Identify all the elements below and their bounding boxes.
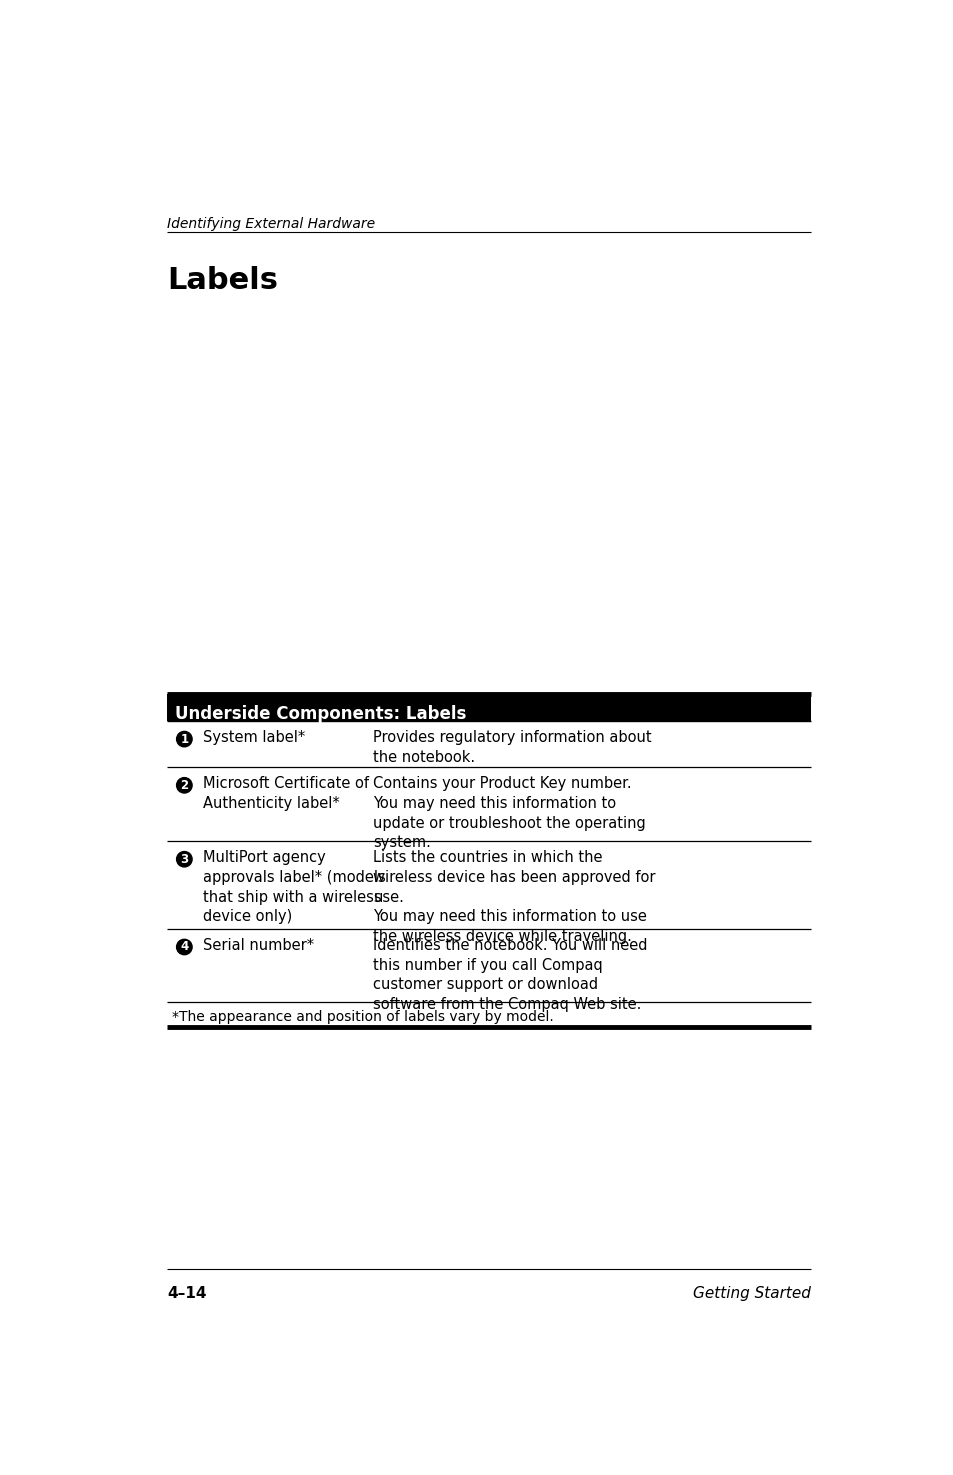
Text: Serial number*: Serial number* (203, 938, 314, 953)
Circle shape (176, 732, 192, 746)
Circle shape (176, 851, 192, 867)
Text: Contains your Product Key number.
You may need this information to
update or tro: Contains your Product Key number. You ma… (373, 776, 645, 851)
Text: Underside Components: Labels: Underside Components: Labels (174, 705, 466, 723)
Circle shape (176, 940, 192, 954)
Text: Provides regulatory information about
the notebook.: Provides regulatory information about th… (373, 730, 652, 764)
Text: 4: 4 (180, 941, 189, 953)
Bar (167, 695, 810, 721)
Text: Getting Started: Getting Started (692, 1286, 810, 1301)
Text: 3: 3 (180, 853, 188, 866)
Text: Lists the countries in which the
wireless device has been approved for
use.
You : Lists the countries in which the wireles… (373, 850, 656, 944)
Text: 2: 2 (180, 779, 188, 792)
Text: 1: 1 (180, 733, 188, 745)
Text: *The appearance and position of labels vary by model.: *The appearance and position of labels v… (172, 1010, 553, 1024)
Text: Identifying External Hardware: Identifying External Hardware (167, 217, 375, 232)
Text: Microsoft Certificate of
Authenticity label*: Microsoft Certificate of Authenticity la… (203, 776, 369, 811)
Text: System label*: System label* (203, 730, 305, 745)
Text: MultiPort agency
approvals label* (models
that ship with a wireless
device only): MultiPort agency approvals label* (model… (203, 850, 385, 925)
Text: Labels: Labels (167, 266, 278, 295)
Text: 4–14: 4–14 (167, 1286, 207, 1301)
Text: Identifies the notebook. You will need
this number if you call Compaq
customer s: Identifies the notebook. You will need t… (373, 938, 647, 1012)
Circle shape (176, 777, 192, 794)
